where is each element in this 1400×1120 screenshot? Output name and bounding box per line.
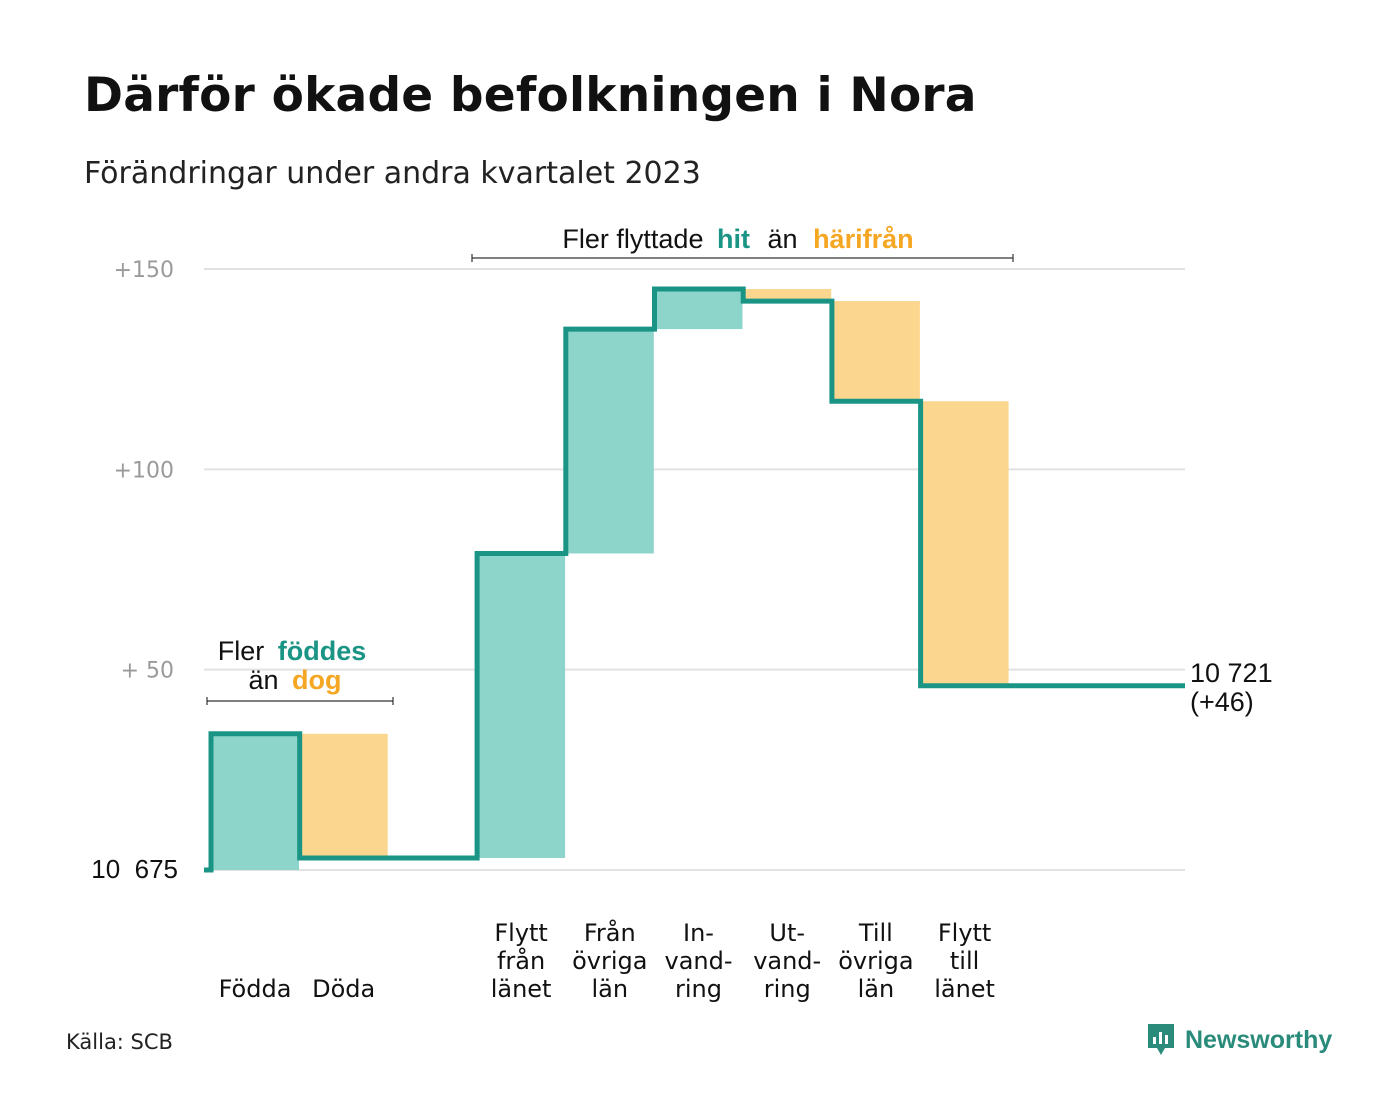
chart-title: Därför ökade befolkningen i Nora: [84, 68, 977, 123]
annotation-migration-bracket: [471, 254, 1014, 262]
annotation-births-orange: dog: [292, 665, 341, 695]
x-tick-label: Från: [584, 918, 636, 947]
bar: [743, 289, 832, 302]
annotation-births-bracket: [206, 697, 394, 705]
bar: [211, 733, 299, 870]
annotation-migration-pre: Fler flyttade: [562, 224, 703, 254]
x-tick-label: vand-: [664, 947, 732, 975]
annotation-migration: Fler flyttade hit än härifrån: [562, 224, 913, 254]
x-tick-label: Till: [858, 919, 893, 947]
x-tick-label: länet: [934, 975, 995, 1003]
x-tick-label: från: [497, 946, 545, 975]
cumulative-step-line: [204, 286, 1185, 873]
x-tick-label: Döda: [312, 975, 375, 1003]
bar: [299, 733, 388, 858]
x-tick-label: län: [858, 975, 895, 1003]
x-tick-label: övriga: [838, 947, 913, 975]
x-tick-label: län: [592, 975, 629, 1003]
annotation-births-teal: föddes: [278, 636, 367, 666]
annotation-migration-orange: härifrån: [813, 224, 914, 254]
y-tick-label: + 50: [121, 659, 174, 684]
bar: [477, 553, 566, 858]
x-tick-label: länet: [491, 975, 552, 1003]
x-tick-label: Flytt: [938, 919, 992, 947]
annotation-births-line2-pre: än: [248, 665, 278, 695]
bar: [565, 329, 654, 554]
x-tick-label: till: [950, 947, 979, 975]
end-total-label: 10 721: [1190, 658, 1273, 688]
x-tick-label: Ut-: [769, 919, 805, 947]
annotation-migration-teal: hit: [717, 224, 750, 254]
x-tick-label: In-: [683, 919, 714, 947]
newsworthy-logo-text: Newsworthy: [1185, 1025, 1333, 1054]
x-tick-label: Födda: [219, 975, 292, 1003]
newsworthy-logo: Newsworthy: [1146, 1022, 1332, 1058]
end-change-label: (+46): [1190, 687, 1254, 717]
annotation-births-line1: Fler föddes: [218, 636, 367, 666]
bar: [654, 289, 743, 330]
x-tick-label: vand-: [753, 947, 821, 975]
bar: [831, 301, 920, 402]
x-tick-label: ring: [764, 975, 811, 1003]
x-tick-label: Flytt: [494, 919, 548, 947]
newsworthy-logo-icon: [1148, 1024, 1174, 1055]
y-tick-label: +150: [114, 258, 174, 283]
y-tick-label: +100: [114, 458, 174, 483]
annotation-births-pre: Fler: [218, 636, 265, 666]
x-tick-label: ring: [675, 975, 722, 1003]
bar: [920, 401, 1009, 686]
baseline-label: 10 675: [91, 854, 178, 884]
waterfall-chart: + 50+100+150 Födda DödaFlyttfrånlänetFrån…: [91, 224, 1273, 1003]
annotation-births-line2: än dog: [248, 665, 341, 695]
x-tick-label: övriga: [572, 947, 647, 975]
annotation-migration-mid: än: [768, 224, 798, 254]
source-note: Källa: SCB: [66, 1030, 173, 1054]
chart-subtitle: Förändringar under andra kvartalet 2023: [84, 156, 701, 191]
